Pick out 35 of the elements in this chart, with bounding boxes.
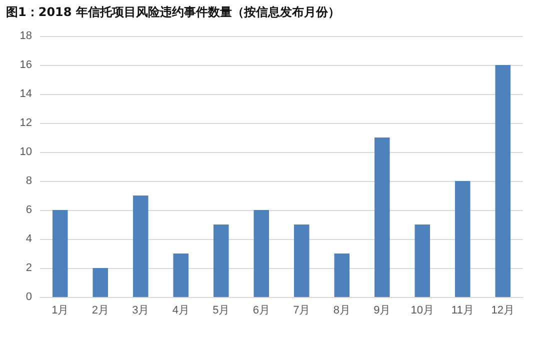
y-tick-label: 0: [26, 291, 32, 303]
bar: [414, 224, 430, 297]
x-tick-label: 5月: [212, 304, 230, 316]
bar: [92, 268, 108, 297]
y-tick-label: 14: [20, 88, 32, 100]
x-tick-label: 1月: [52, 304, 69, 316]
y-tick-label: 4: [26, 233, 32, 245]
y-tick-label: 12: [20, 117, 32, 129]
bar: [495, 65, 511, 297]
x-tick-label: 10月: [410, 304, 434, 316]
x-tick-label: 7月: [293, 304, 310, 316]
y-tick-label: 8: [26, 175, 32, 187]
x-tick-label: 6月: [252, 304, 270, 316]
bar: [173, 254, 189, 297]
bar: [132, 196, 148, 297]
bar: [213, 224, 229, 297]
x-tick-label: 11月: [451, 304, 474, 316]
y-tick-label: 18: [20, 30, 32, 42]
y-tick-label: 2: [26, 262, 32, 274]
x-tick-label: 8月: [333, 304, 350, 316]
y-tick-label: 10: [20, 146, 32, 158]
x-tick-label: 2月: [92, 304, 109, 316]
bar: [454, 181, 470, 297]
x-tick-label: 3月: [132, 304, 150, 316]
bar: [294, 224, 310, 297]
x-tick-label: 4月: [172, 304, 190, 316]
y-tick-label: 6: [26, 204, 32, 216]
bar: [52, 210, 68, 297]
x-tick-label: 12月: [491, 304, 514, 316]
bar: [374, 138, 390, 297]
bar: [254, 210, 270, 297]
bar: [334, 254, 350, 297]
x-tick-label: 9月: [374, 304, 391, 316]
chart-title: 图1：2018 年信托项目风险违约事件数量（按信息发布月份）: [6, 4, 340, 21]
y-tick-label: 16: [20, 59, 32, 71]
